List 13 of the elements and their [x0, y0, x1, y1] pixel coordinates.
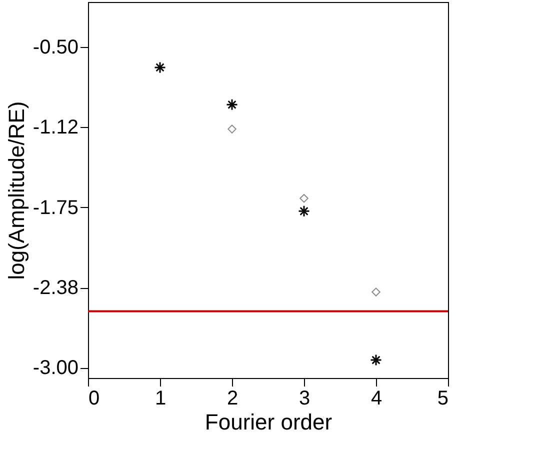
y-tick-label: -1.12 — [32, 116, 78, 139]
x-tick-label: 1 — [154, 388, 166, 410]
y-tick-label: -2.38 — [32, 277, 78, 300]
x-tick-label: 2 — [226, 388, 238, 410]
x-tick-label: 0 — [88, 388, 100, 410]
y-tick-label: -0.50 — [32, 36, 78, 58]
x-tick-label: 4 — [370, 388, 382, 410]
y-axis-title: log(Amplitude/RE) — [4, 101, 29, 280]
y-tick-label: -3.00 — [32, 357, 78, 380]
x-axis-title: Fourier order — [204, 410, 332, 434]
x-tick-label: 5 — [437, 388, 448, 410]
y-tick-label: -1.75 — [32, 196, 78, 219]
x-tick-label: 3 — [298, 388, 310, 410]
